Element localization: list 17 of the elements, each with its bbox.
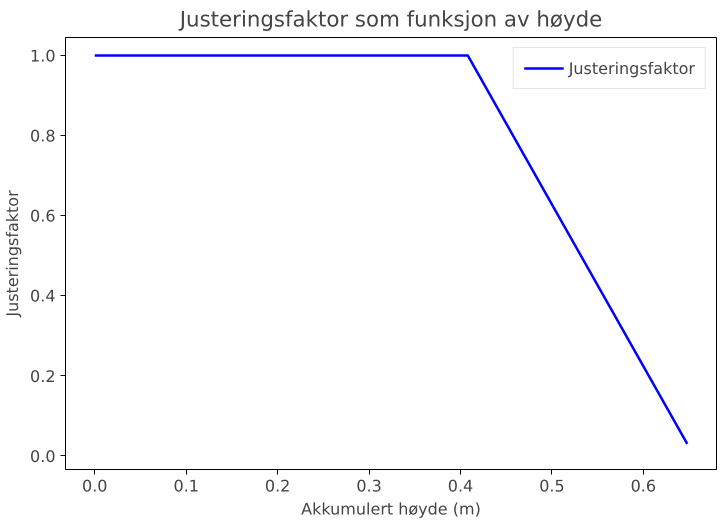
x-tick-label: 0.1 [173, 476, 199, 496]
x-tick-label: 0.4 [448, 476, 474, 496]
x-tick-label: 0.3 [356, 476, 382, 496]
y-axis-title: Justeringsfaktor [3, 190, 22, 318]
y-tick-label: 1.0 [30, 46, 56, 66]
y-tick-label: 0.8 [30, 126, 56, 146]
x-tick-label: 0.6 [630, 476, 656, 496]
y-tick-label: 0.2 [30, 366, 56, 386]
x-axis-title: Akkumulert høyde (m) [301, 500, 481, 518]
x-tick-label: 0.2 [264, 476, 290, 496]
y-tick-label: 0.0 [30, 446, 56, 466]
y-tick-label: 0.6 [30, 206, 56, 226]
x-tick-label: 0.5 [539, 476, 565, 496]
x-tick-label: 0.0 [82, 476, 108, 496]
y-tick-label: 0.4 [30, 286, 56, 306]
legend-label: Justeringsfaktor [568, 58, 695, 78]
chart-title: Justeringsfaktor som funksjon av høyde [178, 8, 602, 32]
